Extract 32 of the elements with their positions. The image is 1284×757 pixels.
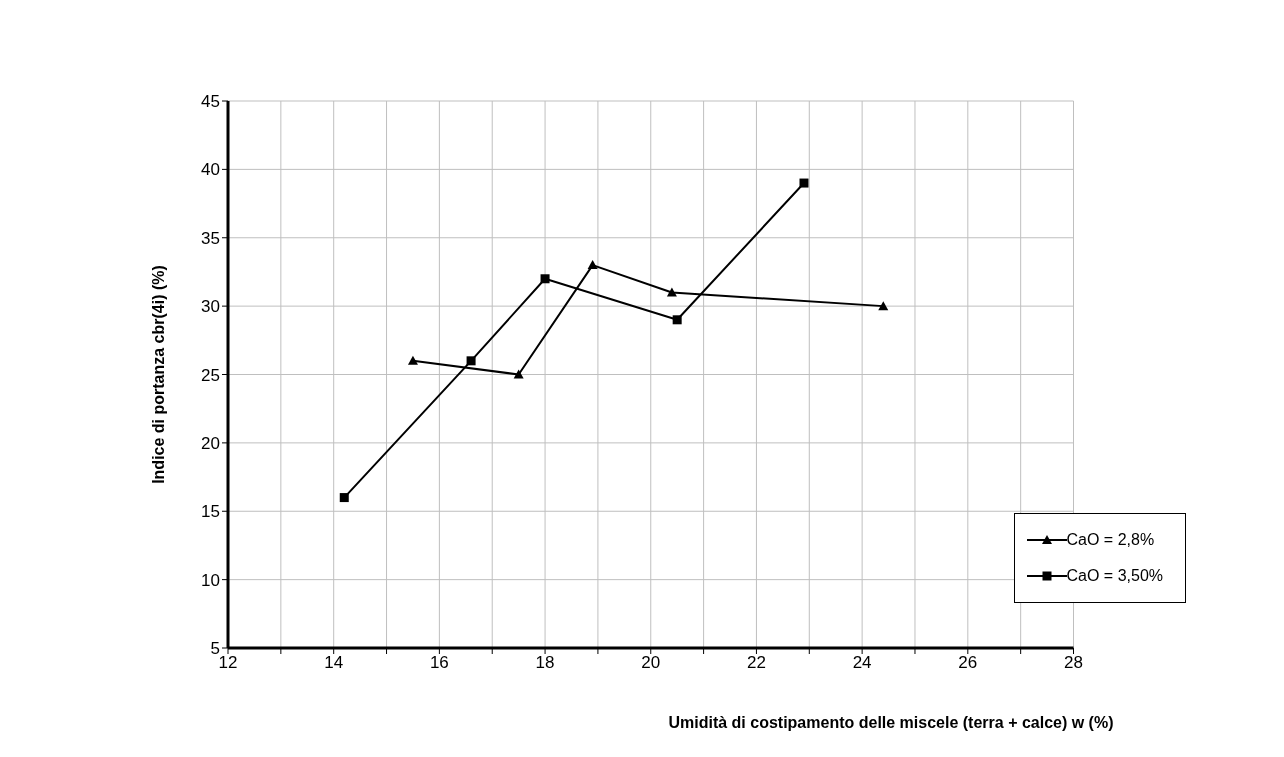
point [799,178,809,188]
x-tick-label: 12 [218,653,238,673]
x-tick-label: 24 [852,653,872,673]
y-tick-label: 5 [210,639,220,659]
y-tick-label: 45 [201,92,220,112]
x-tick-label: 14 [324,653,344,673]
y-tick-label: 30 [201,297,220,317]
y-axis-title: Indice di portanza cbr(4i) (%) [149,265,167,484]
y-tick-label: 40 [201,160,220,180]
x-tick-label: 22 [746,653,766,673]
y-tick-label: 20 [201,433,220,453]
point [666,287,677,297]
point [672,315,682,325]
x-tick-label: 26 [958,653,978,673]
x-tick-label: 20 [641,653,661,673]
x-axis-title: Umidità di costipamento delle miscele (terra + calce) w (%) [668,714,1114,731]
x-tick-label: 28 [1064,653,1083,673]
y-tick-label: 25 [201,365,220,385]
x-tick-label: 16 [429,653,449,673]
y-tick-label: 15 [201,502,220,522]
point [540,274,550,284]
legend-label: CaO = 2,8% [1066,531,1155,549]
point [878,301,889,311]
point [513,369,524,379]
x-tick-label: 18 [535,653,555,673]
point [407,355,418,365]
point [466,356,476,366]
point [587,260,598,270]
y-tick-label: 10 [201,570,220,590]
y-tick-label: 35 [201,228,220,248]
point [339,493,349,503]
legend-label: CaO = 3,50% [1066,567,1163,585]
